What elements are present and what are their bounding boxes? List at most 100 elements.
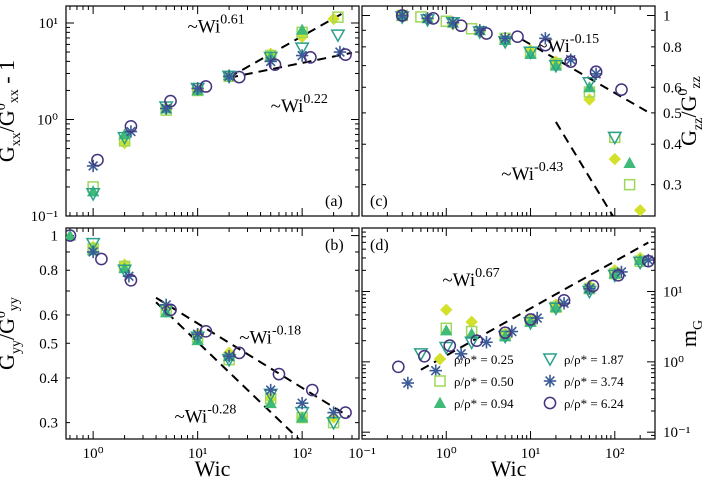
data-point [413,348,429,362]
data-point [327,406,340,419]
power-law-annotation: ~Wi0.61 [188,12,245,37]
data-point [539,38,552,52]
ticks [361,6,656,216]
panel-frame [65,5,360,217]
legend-label: ρ/ρ* = 0.25 [454,352,514,367]
panel-label: (b) [325,237,344,254]
data-point [564,55,578,69]
data-point [438,341,454,356]
data-point [623,156,636,168]
power-law-annotation: ~Wi-0.43 [501,160,563,185]
data-point [164,303,177,317]
data-point [611,268,625,282]
data-point [548,302,564,316]
data-point [498,330,512,342]
data-point [524,47,537,60]
data-points [394,9,647,216]
data-point [330,29,346,43]
x-tick-label: 10¹ [521,446,541,462]
y-tick-label: 1 [51,229,59,245]
data-points [66,229,352,431]
data-point [641,254,655,268]
data-point [401,376,415,390]
data-point [586,279,600,293]
data-point [480,27,493,40]
data-point [426,11,440,25]
power-law-fit [155,296,350,418]
data-point [548,59,564,74]
legend-marker [433,396,447,408]
legend-item: ρ/ρ* = 0.25 [433,352,514,367]
data-point [272,367,286,381]
power-law-annotation: ~Wi-0.28 [174,403,236,428]
panel-b: 10⁰ 10¹ 10² 0.3 0.4 0.5 0.6 0.8 1 ~Wi-0.18 ~Wi-0.2… [0,227,360,481]
legend-marker [543,396,557,410]
data-point [66,229,77,241]
data-point [332,11,344,23]
data-point [117,264,133,278]
data-point [295,49,309,62]
data-point [539,32,552,45]
data-point [583,93,596,106]
data-point [589,65,603,79]
data-point [66,229,77,242]
data-point [615,83,628,96]
data-point [429,364,442,377]
fit-lines [420,241,649,371]
x-tick-label: 10² [292,446,312,462]
data-point [524,313,537,326]
data-point [264,396,277,409]
data-point [164,94,177,108]
y-tick-label: 1 [663,9,671,25]
legend-item: ρ/ρ* = 6.24 [543,396,624,411]
data-point [295,411,309,423]
data-point [615,265,628,279]
data-point [118,128,131,140]
data-point [440,303,453,316]
data-point [623,178,636,191]
data-point [95,252,108,266]
ticks [361,227,656,440]
legend-item: ρ/ρ* = 0.50 [434,374,514,389]
y-tick-label: 0.5 [663,106,682,122]
x-tick-label: 10⁻¹ [348,446,375,462]
legend-label: ρ/ρ* = 0.50 [454,374,514,389]
ticks [66,228,359,439]
data-point [232,70,246,84]
fit-lines [155,296,350,439]
fit-lines [521,38,648,216]
power-law-annotation: ~Wi-0.15 [537,32,599,57]
panel-d: 10⁻¹ 10⁰ 10¹ 10² 10⁻¹ 10⁰ 10¹ ~Wi0.67 (d) Wic mG [348,227,706,481]
y-axis-label: Gzz/G0zz [676,76,706,146]
y-axis-label: Gyy/G0yy [0,297,24,370]
y-tick-label: 10⁰ [663,355,684,371]
data-point [222,350,236,363]
legend: ρ/ρ* = 0.25 ρ/ρ* = 0.50 ρ/ρ* = 0.94 ρ/ρ* = … [433,352,624,411]
x-axis-label: Wic [195,456,231,481]
data-point [396,9,409,22]
data-point [391,360,405,374]
y-tick-label: 0.8 [663,40,682,56]
legend-item: ρ/ρ* = 3.74 [543,374,624,389]
legend-label: ρ/ρ* = 1.87 [564,352,624,367]
data-point [124,273,138,287]
panel-frame [361,227,656,440]
data-point [557,293,571,307]
data-points [391,251,655,390]
legend-label: ρ/ρ* = 0.94 [454,396,514,411]
legend-marker [434,375,446,387]
panel-frame [361,5,656,217]
data-point [85,237,101,252]
y-tick-label: 0.4 [39,371,58,387]
y-axis-label: mG [676,320,706,347]
y-tick-label: 0.4 [663,137,682,153]
data-point [633,204,647,216]
panel-label: (a) [325,193,343,210]
data-point [232,346,246,360]
data-point [158,101,174,115]
legend-marker [543,374,557,388]
data-point [268,58,282,72]
data-point [86,245,100,259]
y-tick-label: 0.5 [39,336,58,352]
